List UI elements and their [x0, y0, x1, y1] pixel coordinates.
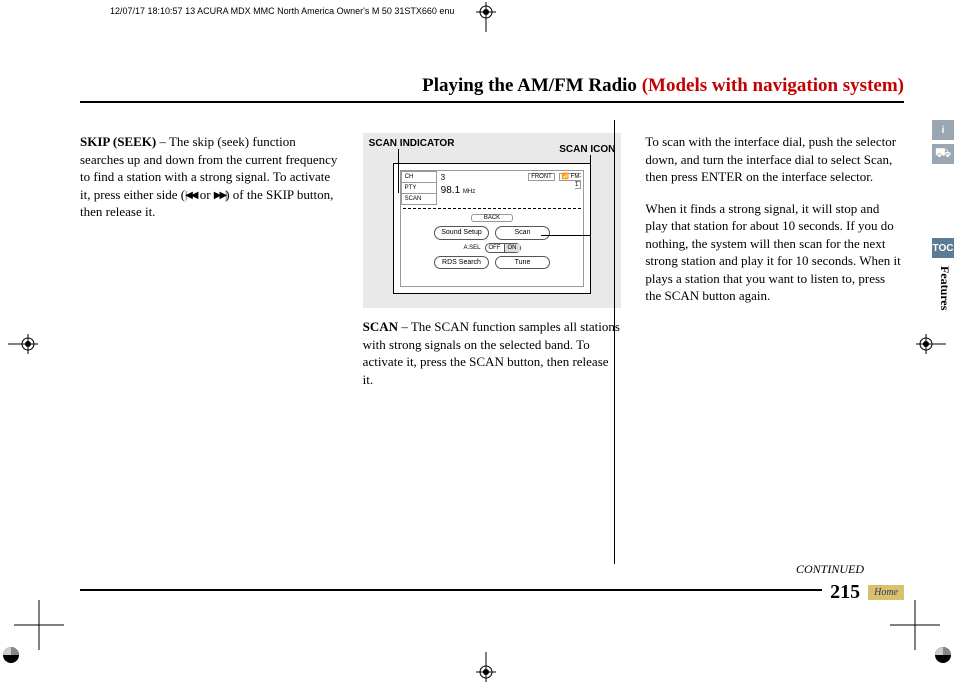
side-tabs: i ⛟ TOC Features	[932, 120, 954, 314]
ch-value: 3	[441, 173, 520, 184]
pty-cell: PTY	[401, 183, 437, 194]
continued-label: CONTINUED	[80, 562, 864, 577]
scan-paragraph: SCAN – The SCAN function samples all sta…	[363, 318, 622, 388]
car-tab[interactable]: ⛟	[932, 144, 954, 164]
registration-mark	[916, 334, 946, 354]
home-tab[interactable]: Home	[868, 585, 904, 600]
color-target	[934, 646, 952, 664]
column-2: SCAN INDICATOR SCAN ICON CH PTY SCAN 3	[363, 133, 622, 402]
asel-label: A.SEL	[464, 244, 481, 252]
asel-toggle: OFFON	[485, 243, 521, 253]
indicator-line	[590, 155, 591, 235]
page-subtitle: (Models with navigation system)	[642, 75, 904, 96]
scan-cell: SCAN	[401, 194, 437, 205]
page-number: 215	[830, 581, 860, 604]
page-content: Playing the AM/FM Radio (Models with nav…	[80, 75, 904, 604]
sound-setup-button: Sound Setup	[434, 226, 489, 239]
band-indicator: 📶 FM-1	[559, 173, 582, 189]
back-button: BACK	[471, 214, 513, 222]
scan-button: Scan	[495, 226, 550, 239]
column-1: SKIP (SEEK) – The skip (seek) function s…	[80, 133, 339, 402]
registration-mark	[476, 2, 496, 32]
ch-cell: CH	[401, 171, 437, 183]
column-3: To scan with the interface dial, push th…	[645, 133, 904, 402]
corner-mark	[890, 600, 940, 650]
scan-diagram: SCAN INDICATOR SCAN ICON CH PTY SCAN 3	[363, 133, 622, 308]
col3-p2: When it finds a strong signal, it will s…	[645, 200, 904, 305]
color-target	[2, 646, 20, 664]
scan-label: SCAN	[363, 319, 398, 334]
frequency: 98.1	[441, 185, 460, 196]
forward-icon: ▶▶|	[214, 189, 225, 203]
content-columns: SKIP (SEEK) – The skip (seek) function s…	[80, 133, 904, 402]
print-header: 12/07/17 18:10:57 13 ACURA MDX MMC North…	[110, 6, 454, 16]
divider	[403, 208, 582, 209]
front-indicator: FRONT	[528, 173, 555, 181]
skip-paragraph: SKIP (SEEK) – The skip (seek) function s…	[80, 133, 339, 221]
toc-tab[interactable]: TOC	[932, 238, 954, 258]
registration-mark	[8, 334, 38, 354]
rds-search-button: RDS Search	[434, 256, 489, 269]
column-divider	[614, 120, 615, 564]
tune-button: Tune	[495, 256, 550, 269]
registration-mark	[476, 652, 496, 682]
page-title: Playing the AM/FM Radio	[422, 75, 642, 96]
indicator-line	[398, 149, 399, 193]
diagram-label-left: SCAN INDICATOR	[369, 137, 455, 151]
page-footer: CONTINUED 215 Home	[80, 562, 904, 604]
features-tab[interactable]: Features	[935, 262, 954, 314]
diagram-label-right: SCAN ICON	[559, 143, 615, 157]
freq-unit: MHz	[463, 189, 475, 195]
col3-p1: To scan with the interface dial, push th…	[645, 133, 904, 186]
indicator-line	[541, 235, 591, 236]
info-tab[interactable]: i	[932, 120, 954, 140]
footer-rule	[80, 589, 822, 591]
rewind-icon: |◀◀	[185, 189, 196, 203]
page-title-bar: Playing the AM/FM Radio (Models with nav…	[80, 75, 904, 103]
radio-display-panel: CH PTY SCAN 3 98.1 MHz FRONT 📶 FM-1	[393, 163, 592, 294]
corner-mark	[14, 600, 64, 650]
skip-label: SKIP (SEEK)	[80, 134, 156, 149]
